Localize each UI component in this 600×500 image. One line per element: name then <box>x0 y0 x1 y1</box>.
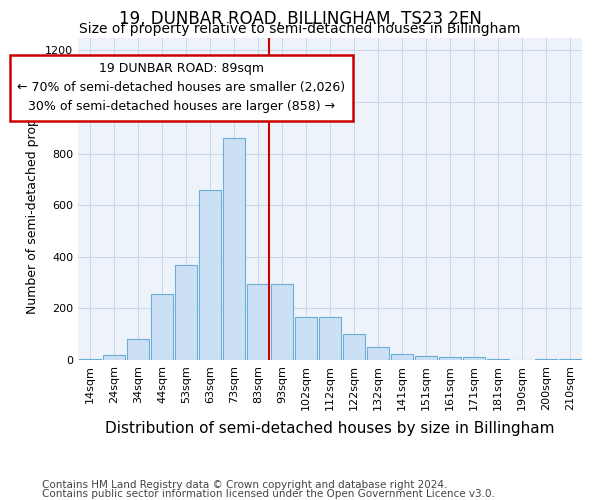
Bar <box>487 358 509 360</box>
Bar <box>247 284 269 360</box>
Bar <box>343 334 365 360</box>
Text: 19 DUNBAR ROAD: 89sqm
← 70% of semi-detached houses are smaller (2,026)
30% of s: 19 DUNBAR ROAD: 89sqm ← 70% of semi-deta… <box>17 62 345 113</box>
Bar <box>391 354 413 360</box>
Bar <box>223 138 245 360</box>
Bar <box>127 340 149 360</box>
Bar <box>439 358 461 360</box>
Bar <box>463 358 485 360</box>
Bar <box>175 264 197 360</box>
Bar <box>151 294 173 360</box>
X-axis label: Distribution of semi-detached houses by size in Billingham: Distribution of semi-detached houses by … <box>105 421 555 436</box>
Bar <box>103 355 125 360</box>
Y-axis label: Number of semi-detached properties: Number of semi-detached properties <box>26 83 40 314</box>
Text: Contains HM Land Registry data © Crown copyright and database right 2024.: Contains HM Land Registry data © Crown c… <box>42 480 448 490</box>
Bar <box>79 358 101 360</box>
Bar <box>271 284 293 360</box>
Bar <box>535 358 557 360</box>
Bar <box>199 190 221 360</box>
Text: Size of property relative to semi-detached houses in Billingham: Size of property relative to semi-detach… <box>79 22 521 36</box>
Bar <box>367 347 389 360</box>
Text: Contains public sector information licensed under the Open Government Licence v3: Contains public sector information licen… <box>42 489 495 499</box>
Bar <box>319 318 341 360</box>
Bar <box>295 318 317 360</box>
Text: 19, DUNBAR ROAD, BILLINGHAM, TS23 2EN: 19, DUNBAR ROAD, BILLINGHAM, TS23 2EN <box>119 10 481 28</box>
Bar <box>559 358 581 360</box>
Bar <box>415 356 437 360</box>
